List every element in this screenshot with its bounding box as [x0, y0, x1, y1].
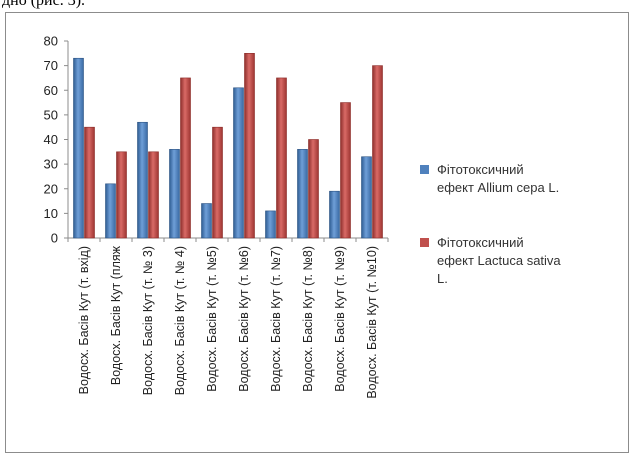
legend-label-lactuca: Фітотоксичний ефект Lactuca sativa L. [437, 235, 561, 286]
legend-label-line: Фітотоксичний [437, 235, 524, 250]
legend-label-line: ефект Allium cepa L. [437, 180, 559, 195]
bar-lactuca [276, 77, 287, 239]
bar-lactuca [116, 151, 127, 239]
category-label: Водосх. Басів Кут (т. № 4) [173, 246, 187, 395]
bar-allium [201, 203, 212, 239]
y-tick-label: 10 [44, 206, 58, 221]
category-label: Водосх. Басів Кут (т. №5) [205, 246, 219, 392]
bar-chart: 0 10 20 30 40 50 60 70 80 Водосх. Басів Кут (т. в… [44, 34, 562, 399]
y-tick-label: 40 [44, 132, 58, 147]
bar-allium [297, 149, 308, 239]
bar-lactuca [84, 126, 95, 239]
bar-allium [73, 57, 84, 239]
bar-lactuca [212, 126, 223, 239]
y-tick-label: 60 [44, 83, 58, 98]
category-label: Водосх. Басів Кут (т. №6) [237, 246, 251, 392]
bar-allium [105, 183, 116, 239]
bar-allium [169, 149, 180, 239]
bar-lactuca [180, 77, 191, 239]
caption-fragment: дно (рис. 3). [2, 0, 86, 9]
bar-allium [265, 210, 276, 239]
category-label: Водосх. Басів Кут (т. вхід) [77, 246, 91, 394]
chart-frame: 0 10 20 30 40 50 60 70 80 Водосх. Басів Кут (т. в… [5, 12, 629, 453]
bar-lactuca [340, 102, 351, 239]
category-label: Водосх. Басів Кут (т. № 3) [141, 246, 155, 395]
bar-allium [361, 156, 372, 239]
plot-area: 0 10 20 30 40 50 60 70 80 Водосх. Басів Кут (т. в… [44, 34, 389, 399]
bar-lactuca [148, 151, 159, 239]
legend-label-line: L. [437, 271, 448, 286]
y-tick-label: 80 [44, 34, 58, 49]
y-tick-label: 50 [44, 107, 58, 122]
category-label: Водосх. Басів Кут (т. №7) [269, 246, 283, 392]
y-tick-label: 0 [51, 231, 58, 246]
bar-allium [233, 87, 244, 239]
y-tick-label: 30 [44, 157, 58, 172]
legend-label-line: ефект Lactuca sativa [437, 253, 561, 268]
legend-swatch-allium [420, 165, 429, 174]
legend-label-allium: Фітотоксичний ефект Allium cepa L. [437, 162, 559, 195]
category-label: Водосх. Басів Кут (т. №8) [301, 246, 315, 392]
legend-swatch-lactuca [420, 238, 429, 247]
category-label: Водосх. Басів Кут (пляж [109, 245, 123, 385]
bar-lactuca [372, 65, 383, 239]
legend: Фітотоксичний ефект Allium cepa L.Фітоток… [420, 162, 561, 286]
bar-lactuca [244, 53, 255, 239]
category-label: Водосх. Басів Кут (т. №9) [333, 246, 347, 392]
category-label: Водосх. Басів Кут (т. №10) [365, 246, 379, 399]
bar-allium [137, 121, 148, 239]
y-tick-label: 20 [44, 181, 58, 196]
bar-lactuca [308, 139, 319, 239]
legend-label-line: Фітотоксичний [437, 162, 524, 177]
y-tick-label: 70 [44, 58, 58, 73]
bar-allium [329, 190, 340, 239]
